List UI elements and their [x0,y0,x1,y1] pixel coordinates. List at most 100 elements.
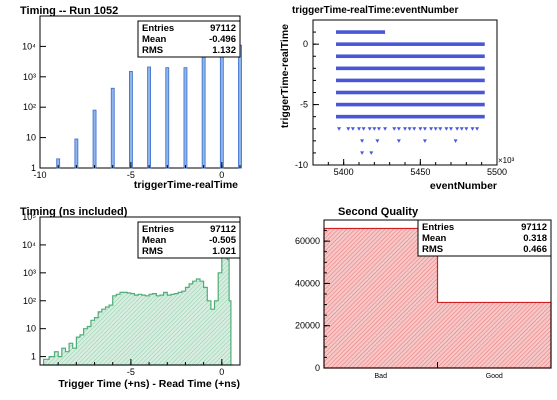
timing-histogram-panel: Timing -- Run 1052 -10 -5 0 1 10 10² 10³ 10⁴ tri… [0,0,278,200]
scatter-point [412,127,417,131]
stats-label: Entries [142,224,174,235]
chart-title: Second Quality [338,206,419,218]
scatter-row [336,90,485,95]
stats-value: 1.021 [212,246,236,257]
scatter-point [376,127,381,131]
stats-box [137,20,241,58]
scatter-point [350,127,355,131]
y-tick-label: 10² [23,296,36,306]
histogram-bar [110,87,115,169]
scatter-row [336,78,485,83]
scatter-point [438,127,443,131]
stats-value: -0.496 [209,34,236,45]
y-tick-label: 10⁴ [22,41,36,51]
scatter-point [470,127,475,131]
scatter-point [459,127,464,131]
histogram-bar [74,138,79,169]
stats-label: Mean [422,233,446,244]
x-axis-label: eventNumber [430,180,497,192]
scatter-row [336,114,485,119]
scatter-row [336,30,386,34]
scatter-point [383,127,388,131]
histogram-bar [92,109,97,169]
scatter-point [449,127,453,131]
scatter-point [392,127,397,131]
histogram-outline [43,222,233,366]
y-tick-label: 10 [26,324,36,334]
scatter-point [403,127,407,131]
y-tick-label: 40000 [295,278,320,288]
category-label: Good [486,373,503,380]
scatter-row [336,66,485,71]
stats-label: Mean [142,34,166,45]
scatter-point [360,139,365,143]
scatter-plot: 5400 5450 5500 -10 -5 0 ×10³ eventNumber trigger… [279,19,515,192]
stats-box [417,219,552,257]
y-tick-label: 20000 [295,321,320,331]
y-axis-label: triggerTime-realTime [279,24,291,128]
x-tick-label: 5400 [334,167,354,177]
x-tick-label: -5 [127,367,135,377]
timing-histogram: -10 -5 0 1 10 10² 10³ 10⁴ triggerTime-realTime En… [22,15,242,191]
histogram-bar [147,66,151,169]
stats-label: Entries [142,23,174,34]
scatter-panel: triggerTime-realTime:eventNumber 5400 545… [278,0,557,200]
stats-value: -0.505 [209,235,237,246]
y-tick-label: 10³ [23,268,36,278]
y-tick-label: 10³ [23,72,36,82]
y-tick-label: 10 [26,133,36,143]
x-axis-multiplier: ×10³ [498,156,515,165]
scatter-point [453,139,458,143]
stats-label: Mean [142,235,166,246]
y-tick-label: 1 [31,352,36,362]
y-tick-label: 10⁵ [22,212,36,222]
y-tick-label: 0 [315,363,320,373]
scatter-point [369,151,374,155]
stats-box [137,221,241,259]
scatter-point [475,127,480,131]
scatter-row [336,42,485,46]
stats-value: 1.132 [212,45,236,56]
stats-value: 97112 [210,224,236,235]
scatter-row [336,102,485,107]
category-label: Bad [375,373,388,380]
y-tick-label: 60000 [295,236,320,246]
y-tick-label: 1 [31,163,36,173]
stats-value: 97112 [210,23,236,34]
timing-ns-histogram: -5 0 1 10 10² 10³ 10⁴ 10⁵ Trigger Time (+ns) - R… [22,212,241,390]
scatter-point [396,139,401,143]
scatter-point [418,127,423,131]
scatter-point [346,127,351,131]
scatter-point [361,127,366,131]
x-tick-label: 5450 [410,167,430,177]
stats-label: Entries [422,222,454,233]
y-tick-label: 10⁴ [22,240,36,250]
x-tick-label: 0 [219,367,224,377]
x-tick-label: 5500 [487,167,507,177]
scatter-point [396,127,401,131]
second-quality-panel: Second Quality Bad Good 0 20000 40000 60000 En… [278,200,557,400]
y-tick-label: 0 [303,39,308,49]
y-tick-label: 10² [23,102,36,112]
histogram-bar [238,44,242,169]
chart-title: triggerTime-realTime:eventNumber [292,5,459,16]
stats-value: 0.318 [523,233,547,244]
scatter-point [464,127,469,131]
scatter-point [422,139,427,143]
y-tick-label: -10 [295,160,308,170]
second-quality-histogram: Bad Good 0 20000 40000 60000 Entries 97112 Mean 0… [295,219,552,380]
x-axis-label: triggerTime-realTime [134,179,238,191]
x-tick-label: -10 [33,170,46,180]
stats-value: 97112 [521,222,547,233]
x-tick-label: 0 [219,170,224,180]
scatter-point [433,127,438,131]
scatter-point [337,127,342,131]
histogram-bar [183,67,188,169]
scatter-point [375,139,380,143]
histogram-bar [129,71,133,169]
scatter-point [407,127,412,131]
scatter-point [360,151,365,155]
scatter-point [422,127,427,131]
scatter-point [444,127,449,131]
x-axis-label: Trigger Time (+ns) - Read Time (+ns) [58,378,240,390]
